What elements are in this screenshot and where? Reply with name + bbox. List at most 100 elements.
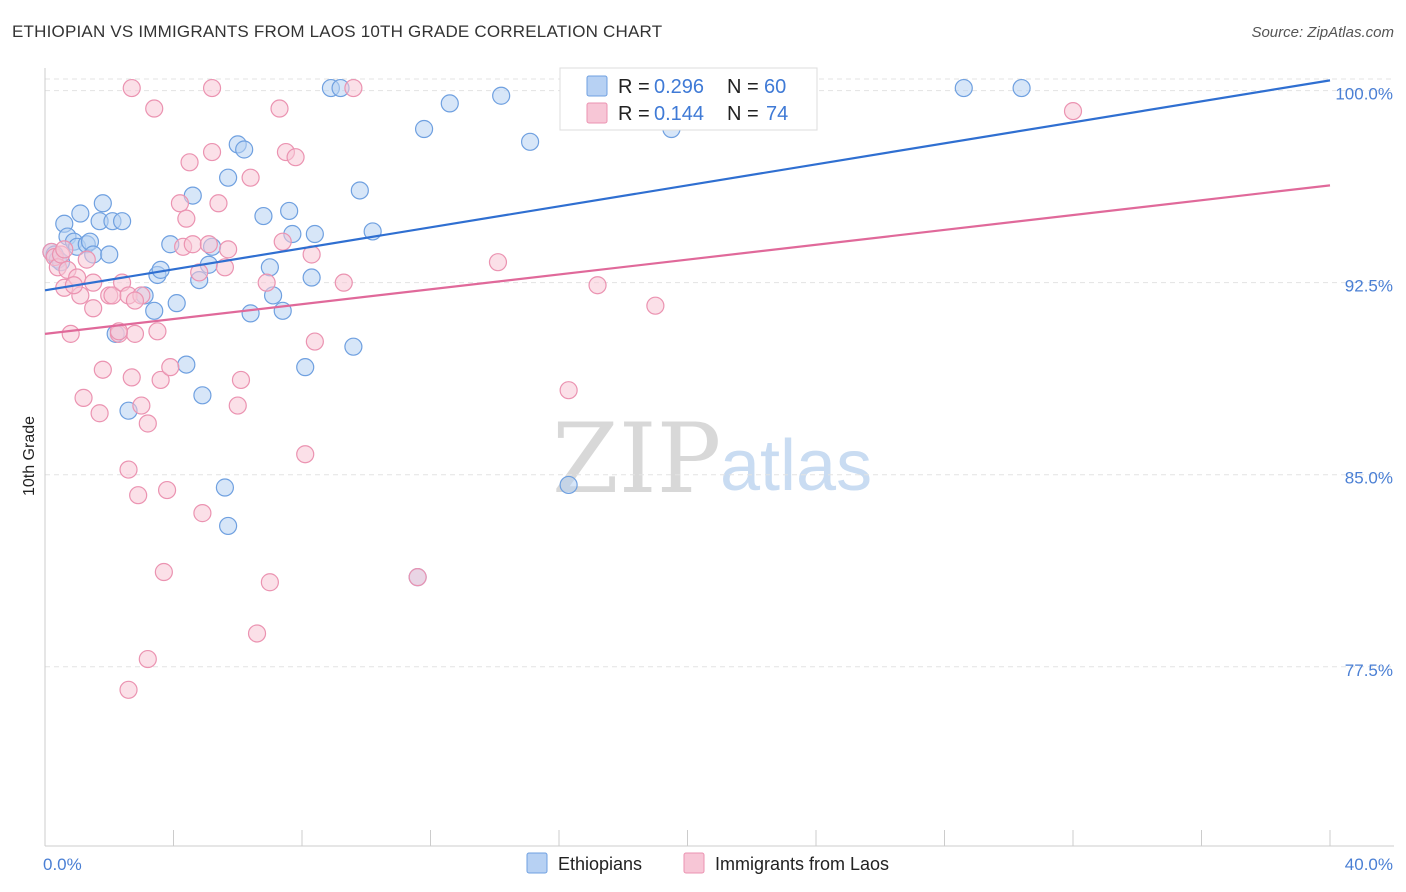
laos-point-9 [74, 388, 93, 407]
laos-point-12 [93, 360, 112, 379]
laos-point-34 [180, 153, 199, 172]
y-tick-labels: 100.0% 92.5% 85.0% 77.5% [1335, 85, 1393, 680]
ethiopians-point-34 [235, 140, 254, 159]
ethiopians-point-37 [260, 258, 279, 277]
laos-point-56 [334, 273, 353, 292]
ethiopians-point-8 [71, 204, 90, 223]
ethiopians-point-32 [219, 168, 238, 187]
laos-point-59 [488, 253, 508, 272]
laos-point-65 [122, 78, 141, 98]
y-tick-label-0: 100.0% [1335, 85, 1393, 104]
ethiopians-point-58 [1012, 78, 1031, 98]
legend-swatch-laos [586, 102, 608, 124]
laos-point-67 [109, 322, 128, 341]
watermark-zip: ZIP [552, 403, 721, 515]
ethiopians-point-35 [241, 304, 260, 323]
laos-point-62 [646, 296, 665, 315]
ethiopians-point-55 [559, 475, 578, 495]
laos-point-57 [344, 78, 363, 98]
ethiopians-trend-line [44, 79, 1331, 292]
laos-point-22 [132, 396, 151, 415]
grid-lines [45, 78, 1394, 668]
laos-point-58 [408, 568, 427, 587]
laos-point-53 [296, 445, 315, 464]
source-note: Source: ZipAtlas.com [1251, 24, 1394, 41]
laos-point-72 [138, 649, 157, 669]
laos-point-45 [241, 168, 260, 187]
laos-trend-line [44, 184, 1331, 335]
ethiopians-point-42 [296, 358, 315, 377]
laos-point-31 [170, 194, 190, 213]
legend-r-value-2: 0.144 [654, 103, 704, 125]
laos-point-21 [129, 486, 148, 505]
trend-lines [44, 79, 1331, 335]
bottom-legend-ethiopians: Ethiopians [558, 854, 642, 874]
laos-point-46 [247, 624, 267, 643]
watermark-atlas: atlas [720, 426, 872, 506]
legend-r-value-1: 0.296 [654, 76, 704, 98]
x-tick-labels: 0.0% 40.0% [43, 855, 1393, 874]
laos-point-47 [257, 273, 276, 292]
laos-point-27 [151, 370, 170, 390]
ethiopians-point-20 [145, 301, 164, 320]
ethiopians-point-50 [414, 119, 434, 139]
laos-point-55 [305, 332, 324, 351]
ethiopians-point-28 [193, 386, 212, 405]
legend-n-value-2: 74 [766, 103, 788, 125]
ethiopians-point-44 [305, 224, 324, 244]
laos-point-73 [119, 680, 138, 699]
laos-point-66 [125, 291, 145, 310]
laos-point-40 [209, 194, 228, 213]
laos-point-29 [157, 480, 177, 500]
laos-point-26 [148, 322, 167, 341]
ethiopians-point-54 [520, 132, 540, 151]
laos-point-25 [145, 99, 164, 118]
x-tick-label-0: 0.0% [43, 855, 82, 874]
laos-point-38 [199, 235, 218, 254]
laos-point-37 [193, 504, 212, 523]
laos-point-28 [154, 562, 173, 582]
y-tick-label-3: 77.5% [1345, 661, 1393, 680]
ethiopians-point-59 [219, 516, 238, 536]
laos-point-52 [286, 148, 305, 167]
laos-point-43 [228, 396, 247, 415]
legend-n-value-1: 60 [764, 76, 786, 98]
data-points [42, 78, 1083, 699]
ethiopians-point-43 [302, 268, 321, 287]
legend-r-label-2: R = [618, 103, 650, 125]
ethiopians-point-57 [954, 78, 973, 98]
bottom-legend-swatch-ethiopians [526, 852, 548, 874]
laos-point-44 [231, 370, 251, 390]
x-tick-label-1: 40.0% [1345, 855, 1393, 874]
x-ticks [44, 830, 1331, 846]
ethiopians-point-47 [344, 337, 363, 356]
ethiopians-point-53 [492, 86, 511, 105]
laos-point-41 [215, 258, 234, 277]
laos-point-18 [119, 460, 138, 479]
ethiopians-point-52 [440, 94, 459, 113]
laos-point-36 [190, 263, 209, 282]
bottom-legend-swatch-laos [683, 852, 705, 874]
laos-point-35 [183, 235, 202, 254]
legend-n-label-1: N = [727, 76, 759, 98]
ethiopians-point-25 [177, 355, 196, 374]
laos-point-6 [61, 324, 80, 343]
laos-point-70 [55, 240, 74, 259]
ethiopians-point-31 [215, 478, 234, 497]
chart-title: ETHIOPIAN VS IMMIGRANTS FROM LAOS 10TH G… [12, 22, 663, 41]
laos-point-71 [77, 250, 96, 269]
series-legend: Ethiopians Immigrants from Laos [526, 852, 889, 874]
laos-point-11 [90, 404, 109, 423]
laos-point-30 [161, 358, 180, 377]
laos-point-61 [588, 276, 607, 295]
laos-point-68 [84, 299, 103, 318]
ethiopians-point-40 [280, 201, 299, 221]
legend-n-label-2: N = [727, 103, 759, 125]
laos-point-64 [202, 78, 222, 98]
laos-point-33 [177, 209, 196, 228]
laos-point-42 [219, 240, 238, 259]
laos-point-20 [125, 324, 145, 343]
y-axis-label: 10th Grade [21, 416, 38, 496]
ethiopians-point-13 [93, 194, 112, 213]
